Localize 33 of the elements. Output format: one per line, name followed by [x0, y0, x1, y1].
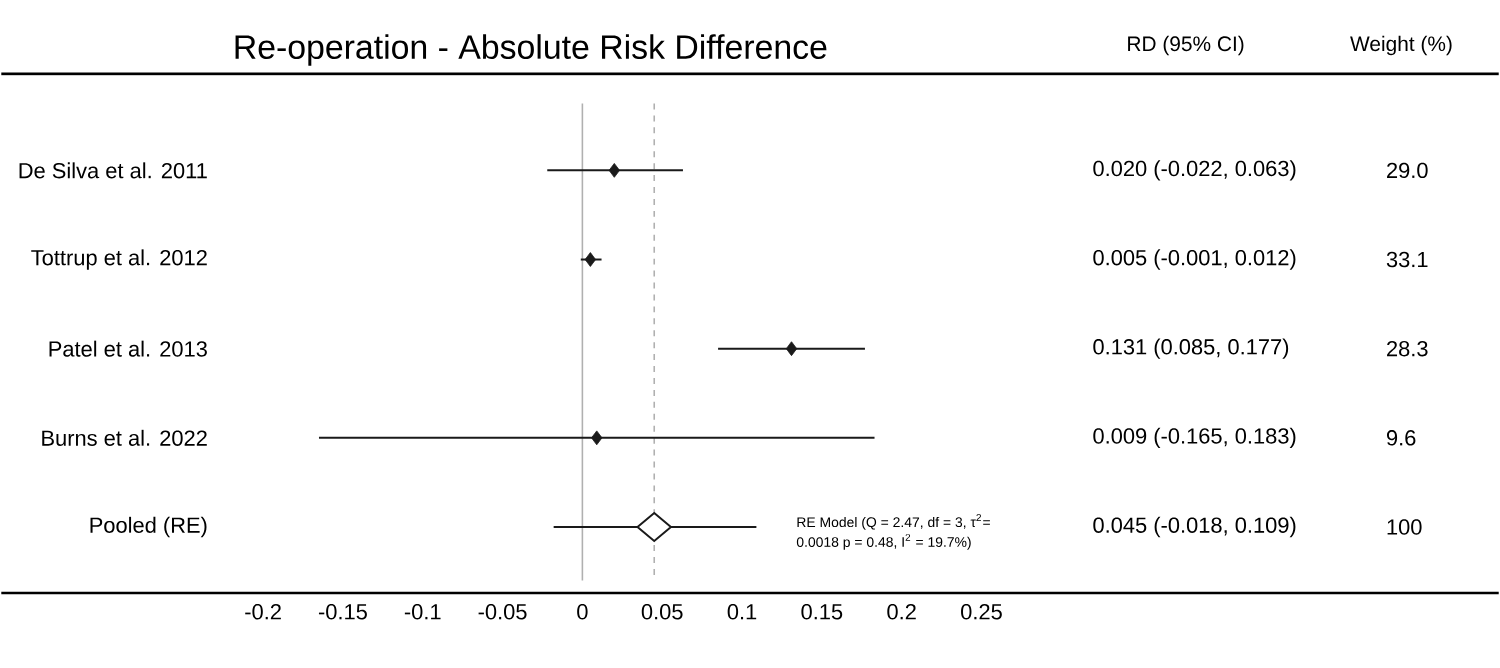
annotation: 0.020 (-0.022, 0.063)	[1093, 159, 1296, 181]
annotation: 100	[1387, 518, 1422, 535]
point	[584, 251, 596, 267]
x-tick-label: -0.2	[245, 603, 281, 620]
annotation: 9.6	[1386, 429, 1416, 446]
point	[591, 430, 603, 445]
annotation: 0.009 (-0.165, 0.183)	[1093, 427, 1296, 448]
x-tick-label: -0.15	[318, 603, 367, 620]
annotation: 33.1	[1386, 251, 1428, 267]
x-tick-label: 0.1	[727, 603, 757, 620]
text: Weight (%)	[1350, 35, 1452, 55]
x-tick-label: 0.2	[887, 603, 916, 620]
point	[636, 511, 672, 542]
x-tick-label: -0.05	[478, 603, 527, 620]
annotation: 29.0	[1387, 162, 1428, 178]
point	[608, 162, 620, 178]
x-tick-label: 0.15	[801, 603, 843, 620]
y-tick-label: Patel et al. 2013	[49, 340, 207, 357]
annotation: 28.3	[1387, 340, 1428, 357]
x-tick-label: -0.1	[404, 603, 441, 620]
annotation: 0.045 (-0.018, 0.109)	[1093, 516, 1296, 537]
x-tick-label: 0	[577, 603, 588, 620]
chart-title: Re-operation - Absolute Risk Difference	[235, 33, 827, 66]
y-tick-label: Pooled (RE)	[90, 516, 207, 537]
annotation: 0.131 (0.085, 0.177)	[1093, 338, 1289, 359]
text: RD (95% CI)	[1128, 35, 1244, 55]
y-tick-label: De Silva et al. 2011	[19, 161, 207, 178]
annotation: 0.005 (-0.001, 0.012)	[1093, 248, 1296, 270]
y-tick-label: Burns et al. 2022	[42, 429, 207, 446]
y-tick-label: Tottrup et al. 2012	[31, 248, 207, 270]
point	[785, 340, 798, 356]
x-tick-label: 0.25	[961, 603, 1002, 620]
x-tick-label: 0.05	[641, 603, 683, 620]
